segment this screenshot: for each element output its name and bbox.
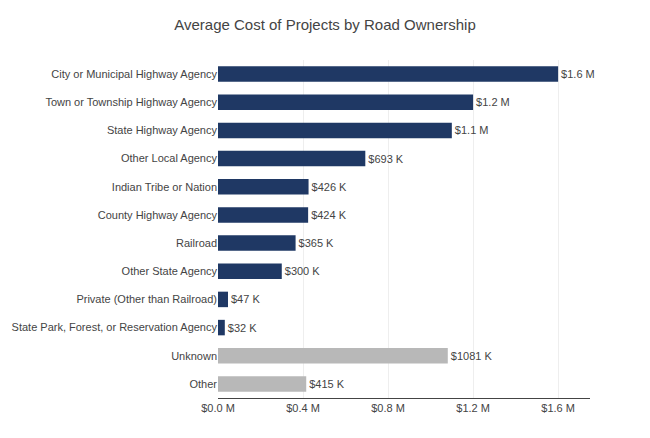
svg-text:$426 K: $426 K [312,181,348,193]
svg-text:$365 K: $365 K [299,237,335,249]
svg-text:$693 K: $693 K [368,153,404,165]
svg-text:$0.8 M: $0.8 M [371,402,405,414]
svg-text:Town or Township Highway Agenc: Town or Township Highway Agency [45,96,217,108]
svg-text:$0.4 M: $0.4 M [286,402,320,414]
svg-text:$1.1 M: $1.1 M [455,124,489,136]
svg-text:$424 K: $424 K [311,209,347,221]
svg-text:Other State Agency: Other State Agency [122,265,218,277]
svg-text:$0.0 M: $0.0 M [201,402,235,414]
svg-text:State Park, Forest, or Reserva: State Park, Forest, or Reservation Agenc… [12,321,218,333]
svg-text:$1.6 M: $1.6 M [561,68,595,80]
svg-text:$300 K: $300 K [285,265,321,277]
svg-text:$1.6 M: $1.6 M [541,402,575,414]
svg-text:State Highway Agency: State Highway Agency [107,124,218,136]
svg-text:$47 K: $47 K [231,293,260,305]
svg-text:$32 K: $32 K [228,322,257,334]
svg-text:Indian Tribe or Nation: Indian Tribe or Nation [112,181,217,193]
svg-text:$415 K: $415 K [309,378,345,390]
svg-text:Other Local Agency: Other Local Agency [121,152,218,164]
svg-text:County Highway Agency: County Highway Agency [98,209,218,221]
svg-text:Average Cost of Projects by Ro: Average Cost of Projects by Road Ownersh… [174,16,476,33]
svg-text:City or Municipal Highway Agen: City or Municipal Highway Agency [51,68,217,80]
svg-text:$1081 K: $1081 K [451,350,493,362]
svg-text:Railroad: Railroad [176,237,217,249]
svg-text:$1.2 M: $1.2 M [476,96,510,108]
svg-text:Private (Other than Railroad): Private (Other than Railroad) [76,293,217,305]
svg-text:Unknown: Unknown [171,350,217,362]
svg-text:Other: Other [189,378,217,390]
svg-text:$1.2 M: $1.2 M [456,402,490,414]
